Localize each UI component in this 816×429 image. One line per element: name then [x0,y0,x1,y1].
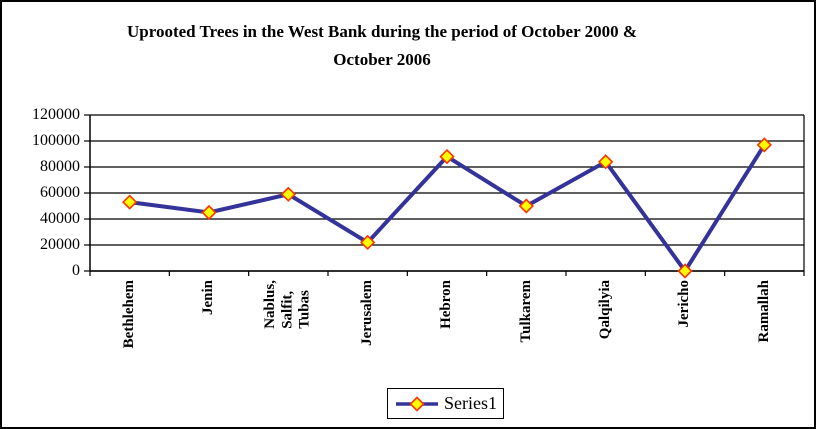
data-point-diamond-marker [201,204,217,221]
data-point-diamond-marker [598,154,614,170]
legend: Series1 [387,388,504,419]
x-axis-category-label: Jericho [645,280,724,380]
x-axis-category-label-text: Jericho [676,280,693,328]
x-axis-category-label-text: Jerusalem [359,280,376,346]
x-axis-category-label: Nablus, Salfit, Tubas [249,280,328,380]
chart-title-line1: Uprooted Trees in the West Bank during t… [126,22,638,41]
x-axis-category-label-text: Nablus, Salfit, Tubas [262,280,313,329]
x-axis-category-label: Qalqilyia [566,280,645,380]
data-point-diamond-marker [756,137,772,153]
data-point-diamond-marker [439,148,455,165]
x-axis-category-label: Hebron [407,280,486,380]
legend-series-marker-icon [396,395,438,412]
y-axis-tick-label: 120000 [32,106,80,123]
y-axis-tick-label: 60000 [40,184,80,201]
y-axis-tick-label: 100000 [32,132,80,149]
legend-series-label: Series1 [444,393,497,413]
data-point-diamond-marker [409,395,425,412]
x-axis-category-label-text: Bethlehem [121,280,138,349]
y-axis-tick-label: 40000 [40,210,80,227]
x-axis-category-label: Tulkarem [487,280,566,380]
y-axis-tick-label: 0 [72,262,80,279]
x-axis-category-label-text: Hebron [438,280,455,329]
chart-title-line2: October 2006 [333,50,431,69]
x-axis-category-label-text: Jenin [200,280,217,316]
data-point-diamond-marker [518,198,534,214]
data-point-diamond-marker [280,186,296,202]
y-axis-tick-label: 20000 [40,236,80,253]
x-axis-category-label-text: Ramallah [755,280,772,343]
data-point-diamond-marker [122,194,138,210]
x-axis-category-label-text: Qalqilyia [597,280,614,340]
x-axis-category-label: Jenin [169,280,248,380]
x-axis-category-label: Ramallah [725,280,804,380]
chart-title: Uprooted Trees in the West Bank during t… [62,18,702,74]
x-axis-category-label-text: Tulkarem [517,280,534,343]
x-axis-category-label: Jerusalem [328,280,407,380]
data-point-diamond-marker [677,263,693,279]
data-point-diamond-marker [360,234,376,251]
x-axis-category-label: Bethlehem [90,280,169,380]
y-axis-tick-label: 80000 [40,158,80,175]
